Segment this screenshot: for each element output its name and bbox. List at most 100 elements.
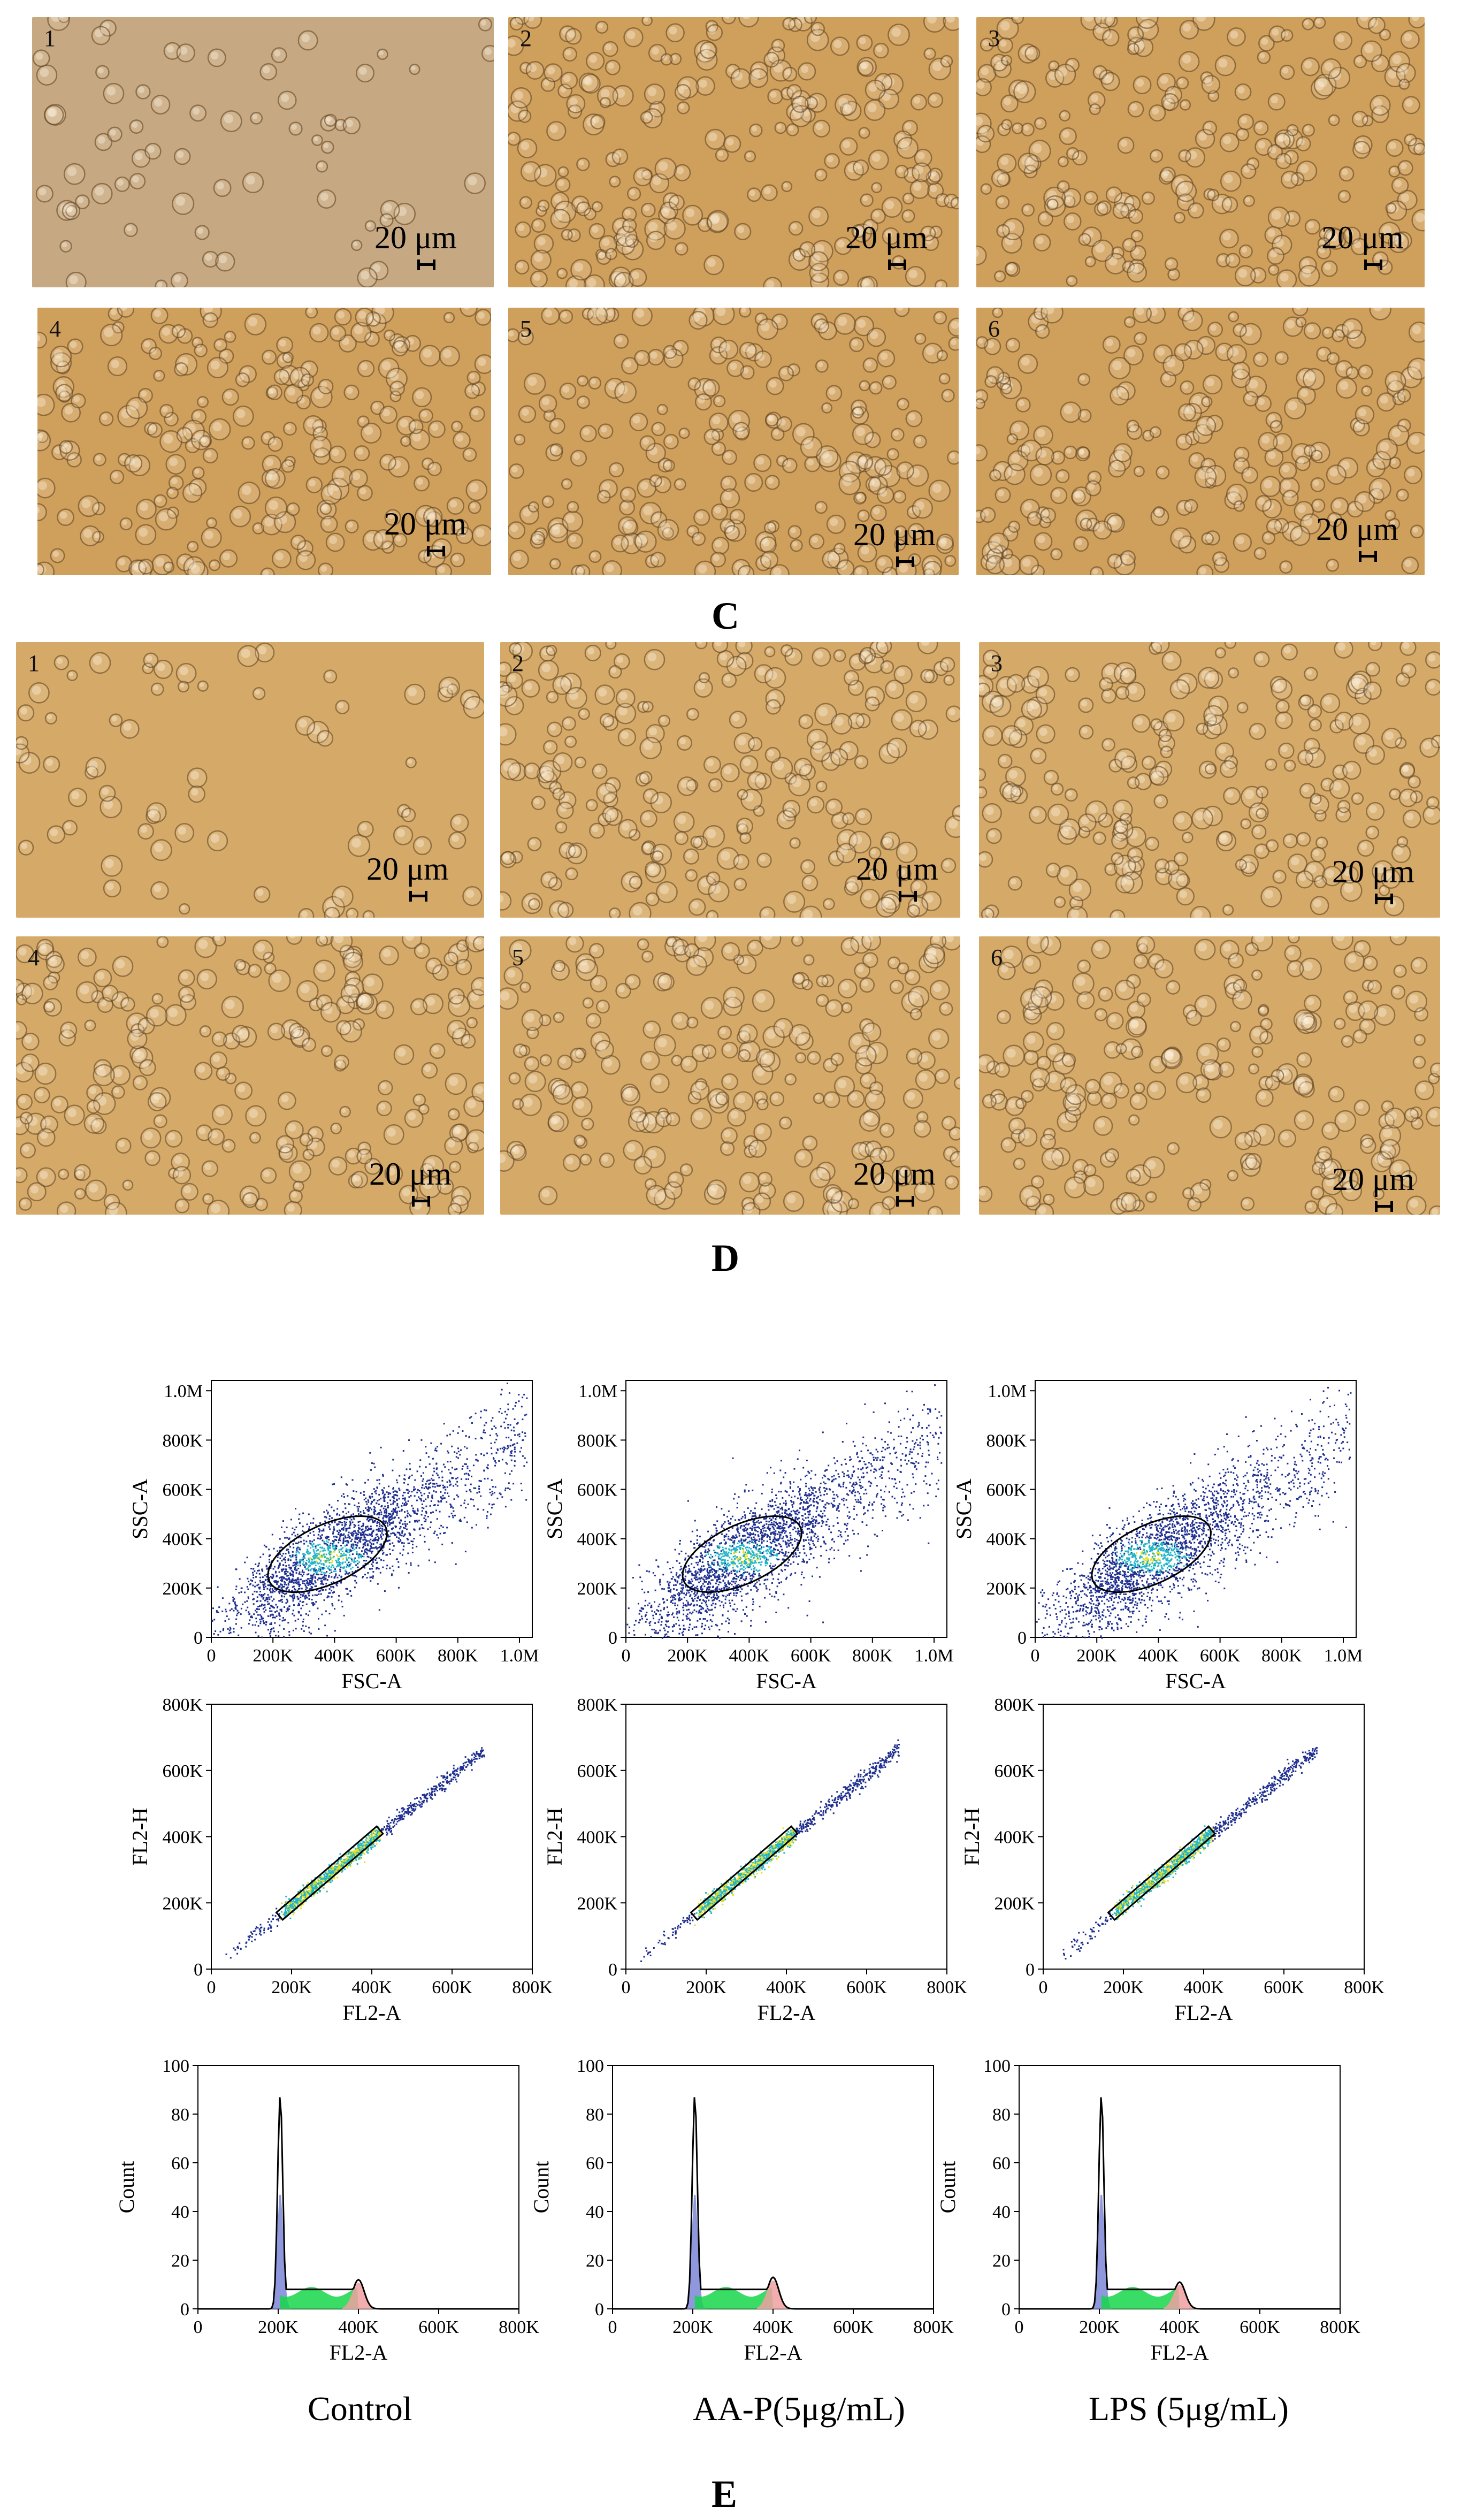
- event-point: [404, 1492, 406, 1493]
- event-point: [428, 1559, 430, 1561]
- cell: [512, 1043, 527, 1058]
- event-point: [265, 1546, 267, 1548]
- event-point: [402, 1494, 404, 1497]
- event-point: [291, 1578, 293, 1581]
- event-point: [319, 1568, 321, 1570]
- panel-c-letter: C: [712, 594, 739, 637]
- cell: [576, 201, 591, 217]
- event-point: [309, 1588, 311, 1590]
- event-point: [298, 1603, 300, 1605]
- event-point: [332, 1585, 334, 1588]
- event-point: [298, 1585, 300, 1587]
- event-point: [389, 1522, 392, 1524]
- cell: [1196, 1042, 1219, 1066]
- event-point: [376, 1568, 378, 1570]
- event-point: [338, 1521, 340, 1523]
- cell: [778, 365, 794, 382]
- cell: [859, 1111, 880, 1132]
- event-point: [444, 1532, 446, 1534]
- event-point: [414, 1479, 416, 1481]
- event-point: [284, 1582, 286, 1584]
- cell: [164, 1004, 187, 1026]
- cell: [862, 952, 878, 968]
- plot-fsc-ssc-control: 0 200K 400K 600K 800K 1.0M 0 200K 400K 600K 800K 1.…: [126, 1370, 554, 1704]
- event-point: [504, 1427, 506, 1429]
- cell: [171, 324, 186, 339]
- event-point: [385, 1530, 387, 1532]
- event-point: [455, 1456, 457, 1458]
- event-point: [464, 1446, 466, 1448]
- cell: [521, 679, 540, 698]
- cell: [986, 366, 1005, 384]
- cell: [585, 799, 598, 812]
- event-point: [413, 1528, 415, 1530]
- event-point: [309, 1591, 311, 1593]
- event-point: [361, 1536, 363, 1538]
- cell: [515, 260, 530, 274]
- event-point: [353, 1545, 355, 1547]
- event-point: [469, 1417, 471, 1419]
- cell: [1207, 188, 1220, 201]
- cell: [242, 1192, 258, 1208]
- event-point: [405, 1525, 407, 1527]
- cell: [1228, 952, 1244, 968]
- cell: [694, 393, 712, 411]
- cell: [867, 868, 880, 881]
- cell: [1295, 870, 1314, 889]
- cell: [326, 477, 350, 500]
- event-point: [416, 1499, 418, 1501]
- event-point: [302, 1624, 304, 1627]
- event-point: [301, 1588, 303, 1590]
- event-point: [264, 1606, 266, 1608]
- cell: [690, 1080, 710, 1101]
- event-point: [277, 1550, 279, 1552]
- event-point: [319, 1551, 321, 1553]
- cell: [783, 1191, 805, 1212]
- event-point: [242, 1603, 244, 1605]
- event-point: [347, 1540, 349, 1542]
- event-point: [391, 1518, 393, 1520]
- cell: [21, 982, 43, 1004]
- cell: [1219, 940, 1240, 960]
- event-point: [300, 1578, 302, 1581]
- cell: [1412, 1056, 1426, 1069]
- cell: [917, 642, 938, 654]
- event-point: [287, 1571, 289, 1573]
- event-point: [484, 1409, 486, 1411]
- event-point: [292, 1572, 294, 1574]
- event-point: [283, 1585, 285, 1588]
- event-point: [435, 1462, 438, 1465]
- event-point: [278, 1566, 280, 1568]
- cell: [466, 1017, 478, 1028]
- event-point: [309, 1542, 311, 1544]
- cell: [782, 799, 801, 818]
- event-point: [369, 1496, 371, 1498]
- cell: [905, 691, 927, 712]
- cell: [756, 852, 772, 868]
- event-point: [305, 1588, 307, 1590]
- cell: [1045, 863, 1061, 878]
- cell: [859, 977, 875, 993]
- event-point: [362, 1543, 364, 1545]
- event-point: [342, 1558, 345, 1560]
- event-point: [349, 1537, 351, 1539]
- event-point: [321, 1583, 323, 1585]
- cell: [856, 34, 873, 51]
- event-point: [436, 1534, 438, 1536]
- event-point: [256, 1608, 258, 1610]
- cell: [738, 17, 759, 28]
- event-point: [409, 1475, 411, 1477]
- event-point: [426, 1481, 428, 1483]
- event-point: [451, 1542, 453, 1544]
- event-point: [411, 1552, 414, 1553]
- cell: [942, 936, 960, 951]
- event-point: [278, 1591, 280, 1593]
- cell: [950, 197, 959, 210]
- event-point: [323, 1572, 325, 1574]
- event-point: [287, 1549, 289, 1551]
- cell: [340, 984, 360, 1004]
- cell: [752, 989, 775, 1012]
- event-point: [380, 1446, 382, 1448]
- event-point: [269, 1584, 271, 1587]
- cell: [1287, 960, 1304, 978]
